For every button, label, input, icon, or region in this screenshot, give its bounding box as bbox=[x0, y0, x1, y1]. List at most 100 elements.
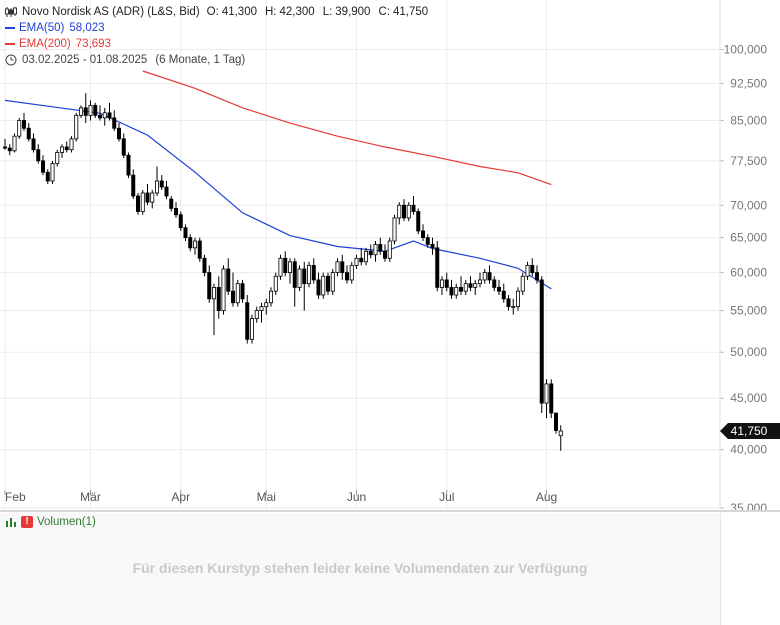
candle-body bbox=[264, 302, 269, 308]
candle-body bbox=[311, 264, 316, 281]
candle bbox=[520, 272, 525, 295]
candle-body bbox=[425, 237, 430, 245]
axes: 35,000 40,000 45,000 50,000 55,000 60,000 65,0… bbox=[4, 0, 780, 510]
candle-body bbox=[36, 149, 41, 162]
candle bbox=[354, 254, 359, 269]
candle bbox=[539, 276, 544, 414]
candle-body bbox=[492, 279, 497, 288]
candle-body bbox=[411, 204, 416, 212]
ema200-legend[interactable]: EMA(200) 73,693 bbox=[5, 38, 111, 50]
high-value: 42,300 bbox=[279, 6, 315, 18]
last-price-badge bbox=[720, 422, 780, 439]
candle-body bbox=[544, 383, 549, 404]
y-tick-label: 55,000 bbox=[730, 304, 767, 318]
candle-body bbox=[178, 214, 183, 229]
candle bbox=[321, 272, 326, 299]
candles bbox=[3, 93, 563, 451]
y-tick-label: 85,000 bbox=[730, 113, 767, 127]
candle-body bbox=[354, 257, 359, 266]
candle bbox=[501, 283, 506, 303]
warning-icon[interactable]: ! bbox=[21, 516, 33, 528]
ema50-legend[interactable]: EMA(50) 58,023 bbox=[5, 22, 105, 34]
candle-body bbox=[93, 104, 98, 116]
y-tick-label: 35,000 bbox=[730, 501, 767, 510]
candle-body bbox=[173, 208, 178, 216]
candle bbox=[117, 123, 122, 142]
candle-body bbox=[55, 152, 60, 165]
candle bbox=[430, 237, 435, 255]
candle bbox=[216, 276, 221, 319]
y-tick-label: 70,000 bbox=[730, 198, 767, 212]
candle-body bbox=[64, 146, 69, 151]
low-label: L: bbox=[322, 6, 333, 18]
candle bbox=[36, 144, 41, 164]
candle bbox=[74, 112, 79, 142]
candle bbox=[273, 272, 278, 295]
candle-body bbox=[102, 112, 107, 119]
candle-body bbox=[240, 283, 245, 300]
date-range-legend[interactable]: 03.02.2025 - 01.08.2025 (6 Monate, 1 Tag… bbox=[5, 54, 245, 66]
price-chart[interactable]: 35,000 40,000 45,000 50,000 55,000 60,000 65,0… bbox=[0, 0, 780, 510]
candle-body bbox=[45, 171, 50, 182]
candle bbox=[468, 276, 473, 292]
candle bbox=[79, 105, 84, 118]
candle bbox=[235, 279, 240, 307]
candle-body bbox=[349, 264, 354, 281]
ema200-value: 73,693 bbox=[75, 38, 111, 50]
candle bbox=[145, 183, 150, 206]
candle-body bbox=[98, 114, 103, 119]
candle-body bbox=[31, 138, 36, 151]
candle bbox=[135, 192, 140, 215]
candle bbox=[230, 272, 235, 307]
instrument-name: Novo Nordisk AS (ADR) (L&S, Bid) bbox=[22, 6, 200, 18]
candle-body bbox=[60, 146, 65, 153]
candle-body bbox=[292, 261, 297, 288]
y-tick-label: 92,500 bbox=[730, 77, 767, 91]
candle bbox=[439, 276, 444, 295]
candle bbox=[544, 379, 549, 419]
y-tick-label: 50,000 bbox=[730, 345, 767, 359]
candle bbox=[93, 102, 98, 118]
candle-body bbox=[249, 318, 254, 340]
candle bbox=[549, 379, 554, 419]
candle bbox=[492, 276, 497, 292]
candle-body bbox=[554, 412, 559, 431]
candle-body bbox=[558, 430, 563, 437]
candle-body bbox=[406, 204, 411, 219]
candle-body bbox=[387, 240, 392, 259]
candle bbox=[287, 258, 292, 284]
candle bbox=[406, 202, 411, 222]
candle bbox=[188, 234, 193, 252]
candle-body bbox=[154, 180, 159, 194]
ema50-line bbox=[4, 99, 552, 290]
candle-body bbox=[202, 257, 207, 273]
ema50-swatch bbox=[5, 27, 15, 29]
chart-type-icon[interactable] bbox=[5, 6, 17, 18]
candle-body bbox=[192, 240, 197, 249]
last-price-label: 41,750 bbox=[731, 424, 768, 438]
candle-body bbox=[321, 275, 326, 296]
candle bbox=[221, 265, 226, 315]
candle bbox=[12, 133, 17, 153]
candle bbox=[378, 237, 383, 255]
candle bbox=[83, 93, 88, 124]
high-label: H: bbox=[265, 6, 277, 18]
candle bbox=[26, 123, 31, 142]
volume-legend[interactable]: ! Volumen(1) bbox=[5, 516, 96, 528]
candle bbox=[382, 244, 387, 262]
candle-body bbox=[145, 192, 150, 203]
candle bbox=[554, 412, 559, 434]
y-tick-label: 65,000 bbox=[730, 231, 767, 245]
candle-body bbox=[530, 264, 535, 273]
candle-body bbox=[316, 279, 321, 296]
ema200-line bbox=[142, 70, 552, 186]
candle-body bbox=[344, 272, 349, 281]
candle-body bbox=[335, 261, 340, 273]
volume-bars-icon bbox=[5, 516, 17, 528]
candle bbox=[245, 294, 250, 344]
candle-body bbox=[439, 279, 444, 288]
candle bbox=[88, 100, 93, 121]
candle bbox=[387, 237, 392, 262]
panel-separator[interactable] bbox=[0, 510, 780, 512]
candle-body bbox=[26, 127, 31, 140]
